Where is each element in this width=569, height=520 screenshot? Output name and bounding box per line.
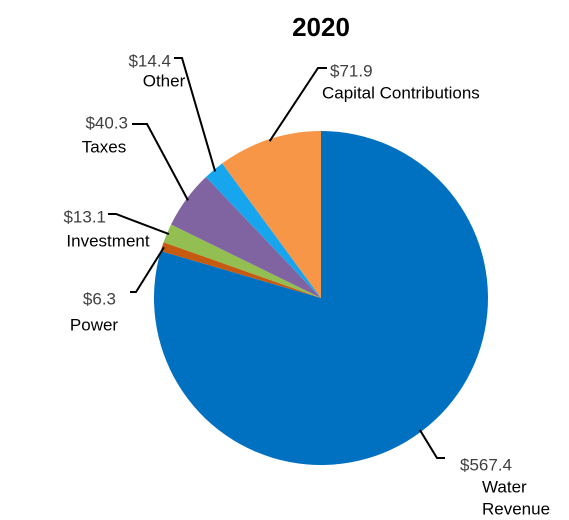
slice-labels: $567.4 Water Revenue $6.3 Power $13.1 Investme…: [63, 51, 550, 518]
pie-slices: [153, 131, 488, 465]
value-label-other: $14.4: [128, 51, 171, 70]
pie-slice-power: [160, 242, 321, 298]
value-label-taxes: $40.3: [85, 113, 128, 132]
category-label-water-revenue: Water: [482, 477, 527, 496]
pie-slice-water-revenue: [153, 131, 488, 465]
pie-slice-taxes: [171, 176, 321, 298]
pie-slice-other: [205, 163, 321, 298]
leader-line-capital-contributions: [268, 67, 327, 142]
value-label-power: $6.3: [83, 289, 116, 308]
value-label-investment: $13.1: [63, 207, 106, 226]
category-label-water-revenue: Revenue: [482, 499, 550, 518]
pie-slice-investment: [163, 224, 321, 298]
category-label-other: Other: [143, 71, 186, 90]
category-label-power: Power: [70, 315, 119, 334]
leader-line-investment: [108, 213, 170, 235]
pie-slice-capital-contributions: [222, 131, 321, 298]
category-label-taxes: Taxes: [82, 137, 126, 156]
leader-line-water-revenue: [419, 429, 445, 459]
leader-line-power: [130, 246, 165, 293]
value-label-capital-contributions: $71.9: [330, 61, 373, 80]
category-label-capital-contributions: Capital Contributions: [322, 83, 480, 102]
leader-line-other: [174, 57, 217, 172]
leader-line-taxes: [132, 123, 189, 201]
category-label-investment: Investment: [66, 231, 149, 250]
chart-title: 2020: [292, 12, 350, 42]
value-label-water-revenue: $567.4: [460, 455, 512, 474]
